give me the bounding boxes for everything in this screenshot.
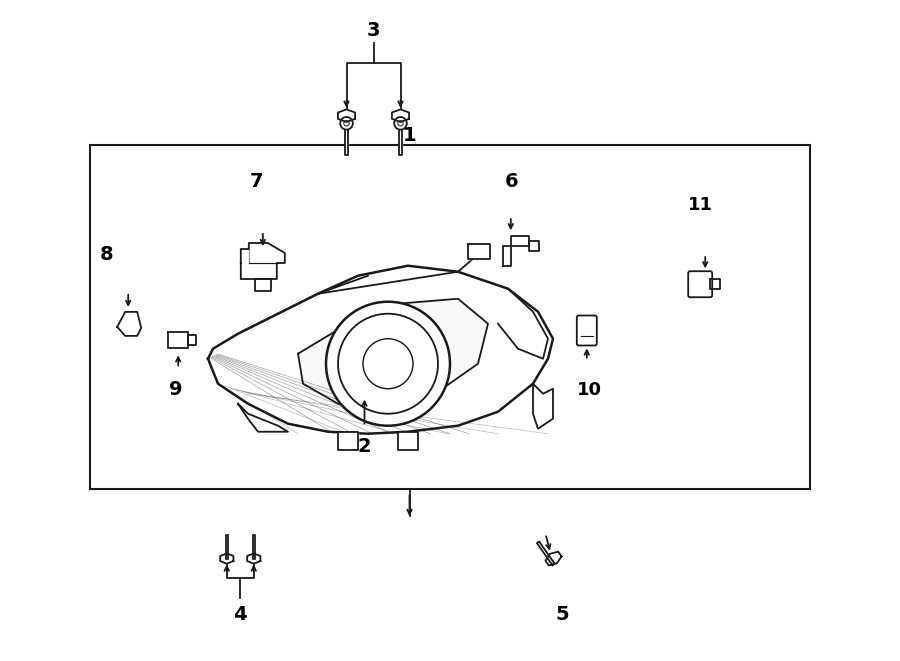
Polygon shape	[298, 299, 488, 408]
FancyBboxPatch shape	[577, 315, 597, 346]
Polygon shape	[392, 109, 410, 122]
Polygon shape	[241, 243, 284, 279]
Text: 4: 4	[233, 605, 248, 624]
Polygon shape	[220, 553, 233, 564]
Circle shape	[326, 301, 450, 426]
Bar	[710, 279, 720, 290]
Polygon shape	[238, 404, 288, 432]
Bar	[468, 244, 490, 258]
Polygon shape	[533, 384, 553, 429]
Text: 5: 5	[555, 605, 570, 624]
Bar	[345, 130, 348, 155]
Polygon shape	[545, 552, 562, 565]
Text: 10: 10	[577, 381, 602, 399]
Polygon shape	[338, 109, 356, 122]
Bar	[399, 130, 402, 155]
Polygon shape	[188, 335, 196, 346]
Polygon shape	[248, 553, 260, 564]
Polygon shape	[168, 332, 188, 348]
Bar	[338, 432, 358, 449]
Text: 6: 6	[504, 173, 518, 191]
Polygon shape	[537, 541, 554, 565]
Text: 8: 8	[99, 245, 113, 264]
Polygon shape	[117, 312, 141, 336]
Bar	[226, 535, 228, 559]
Text: 2: 2	[357, 437, 372, 455]
Text: 3: 3	[367, 20, 380, 40]
Text: 11: 11	[688, 196, 713, 214]
Text: 7: 7	[250, 173, 263, 191]
FancyBboxPatch shape	[688, 271, 712, 297]
Polygon shape	[255, 279, 271, 291]
Polygon shape	[503, 236, 529, 266]
Polygon shape	[208, 266, 553, 434]
Polygon shape	[529, 241, 539, 251]
Bar	[398, 432, 418, 449]
Text: 1: 1	[402, 126, 417, 145]
Text: 9: 9	[169, 381, 182, 399]
Bar	[90, 145, 810, 489]
Bar	[253, 535, 255, 559]
